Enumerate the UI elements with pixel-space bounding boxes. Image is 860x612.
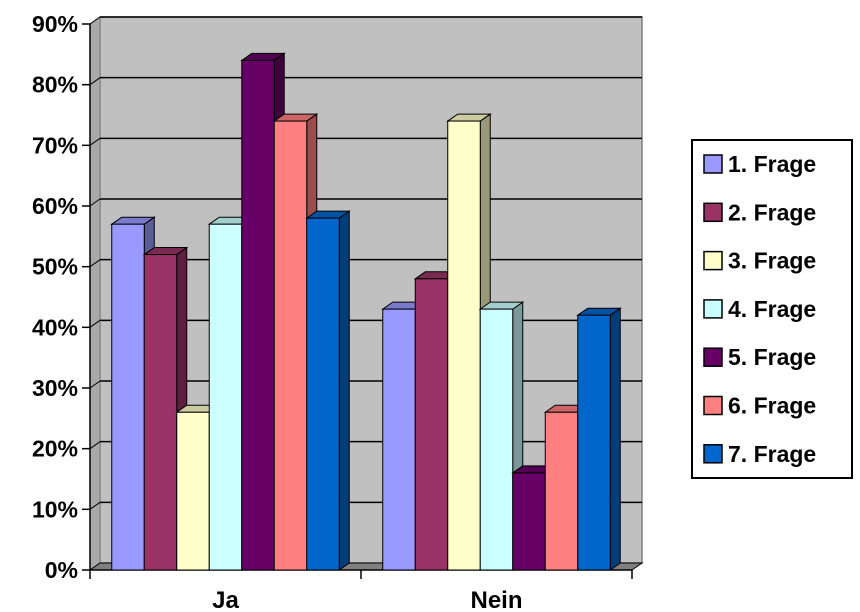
legend-swatch	[703, 444, 723, 464]
legend-item: 6. Frage	[703, 393, 816, 419]
legend-label: 6. Frage	[728, 393, 816, 419]
legend-item: 4. Frage	[703, 296, 816, 322]
category-label: Ja	[212, 587, 239, 612]
legend-swatch	[703, 202, 723, 223]
legend-item: 5. Frage	[703, 344, 816, 370]
y-tick-label: 10%	[32, 496, 78, 522]
category-label: Nein	[470, 587, 522, 612]
y-tick-label: 60%	[32, 193, 78, 219]
legend-swatch	[703, 395, 723, 416]
y-tick-label: 70%	[32, 132, 78, 158]
legend-label: 4. Frage	[728, 296, 816, 322]
gridline-side	[89, 259, 101, 268]
y-tick-label: 0%	[45, 557, 78, 583]
bar	[576, 307, 622, 571]
y-tick-label: 90%	[32, 11, 78, 37]
legend-label: 1. Frage	[728, 151, 816, 177]
legend-label: 2. Frage	[728, 199, 816, 225]
bar	[305, 210, 351, 571]
gridline-side	[89, 198, 101, 207]
y-tick-label: 30%	[32, 375, 78, 401]
legend-label: 5. Frage	[728, 344, 816, 370]
gridline-side	[89, 501, 101, 510]
legend-label: 3. Frage	[728, 248, 816, 274]
legend-item: 1. Frage	[703, 151, 816, 177]
side-wall	[89, 16, 101, 571]
legend-item: 7. Frage	[703, 441, 816, 467]
axes: 0% 10% 20% 30% 40% 50% 60% 70% 80% 90% Ja Nein	[32, 11, 633, 612]
gridline-side	[89, 137, 101, 146]
legend-swatch	[703, 154, 723, 174]
legend-item: 2. Frage	[703, 199, 816, 225]
legend-label: 7. Frage	[728, 441, 816, 467]
y-tick-label: 20%	[32, 436, 78, 462]
y-tick-label: 80%	[32, 72, 78, 98]
legend: 1. Frage 2. Frage 3. Frage 4. Frage 5. Frage…	[691, 139, 853, 479]
gridline-side	[89, 77, 101, 86]
legend-swatch	[703, 250, 723, 271]
y-tick-label: 40%	[32, 314, 78, 340]
gridline-side	[89, 319, 101, 328]
legend-swatch	[703, 347, 723, 367]
gridline-side	[89, 16, 101, 25]
gridline-side	[89, 441, 101, 450]
bars	[110, 52, 622, 571]
y-tick-label: 50%	[32, 254, 78, 280]
legend-item: 3. Frage	[703, 248, 816, 274]
legend-swatch	[703, 299, 723, 319]
gridline-side	[89, 380, 101, 389]
